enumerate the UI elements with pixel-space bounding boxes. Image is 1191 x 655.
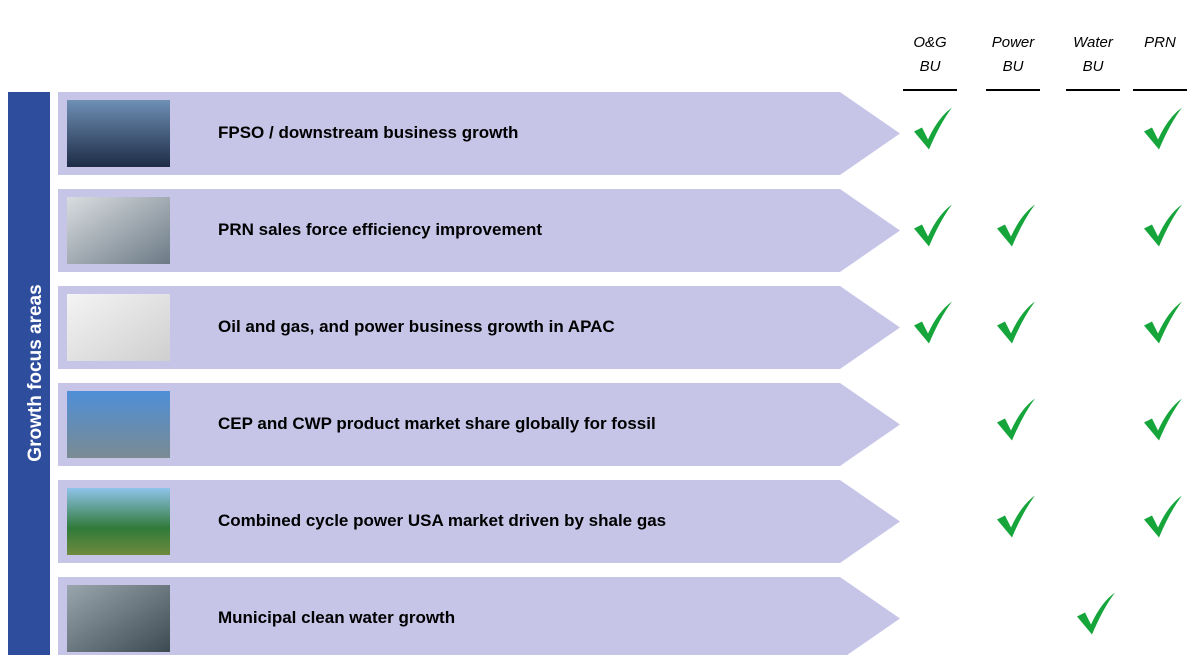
photo bbox=[67, 294, 170, 361]
side-bar bbox=[8, 92, 50, 655]
check-mark bbox=[997, 495, 1035, 538]
column-header: BU bbox=[920, 58, 941, 75]
photo bbox=[67, 488, 170, 555]
row-label: Municipal clean water growth bbox=[218, 608, 455, 627]
side-label: Growth focus areas bbox=[25, 284, 46, 461]
row-arrow bbox=[58, 480, 900, 563]
check-mark bbox=[914, 107, 952, 150]
check-mark bbox=[914, 204, 952, 247]
photo bbox=[67, 391, 170, 458]
photo bbox=[67, 197, 170, 264]
check-mark bbox=[1144, 107, 1182, 150]
check-mark bbox=[997, 398, 1035, 441]
column-header: BU bbox=[1083, 58, 1104, 75]
check-mark bbox=[1144, 495, 1182, 538]
row-arrow bbox=[58, 286, 900, 369]
column-header: PRN bbox=[1144, 34, 1176, 51]
column-header: O&G bbox=[913, 34, 947, 51]
row-label: Combined cycle power USA market driven b… bbox=[218, 511, 666, 530]
column-header: Water bbox=[1073, 34, 1114, 51]
row-arrow bbox=[58, 383, 900, 466]
row-label: PRN sales force efficiency improvement bbox=[218, 220, 542, 239]
row-label: FPSO / downstream business growth bbox=[218, 123, 518, 142]
check-mark bbox=[914, 301, 952, 344]
check-mark bbox=[997, 204, 1035, 247]
check-mark bbox=[1144, 204, 1182, 247]
check-mark bbox=[1144, 398, 1182, 441]
column-header: BU bbox=[1003, 58, 1024, 75]
row-label: CEP and CWP product market share globall… bbox=[218, 414, 656, 433]
row-arrow bbox=[58, 189, 900, 272]
row-arrow bbox=[58, 92, 900, 175]
check-mark bbox=[1144, 301, 1182, 344]
row-label: Oil and gas, and power business growth i… bbox=[218, 317, 615, 336]
column-header: Power bbox=[992, 34, 1036, 51]
check-mark bbox=[1077, 592, 1115, 635]
photo bbox=[67, 585, 170, 652]
photo bbox=[67, 100, 170, 167]
check-mark bbox=[997, 301, 1035, 344]
row-arrow bbox=[58, 577, 900, 655]
